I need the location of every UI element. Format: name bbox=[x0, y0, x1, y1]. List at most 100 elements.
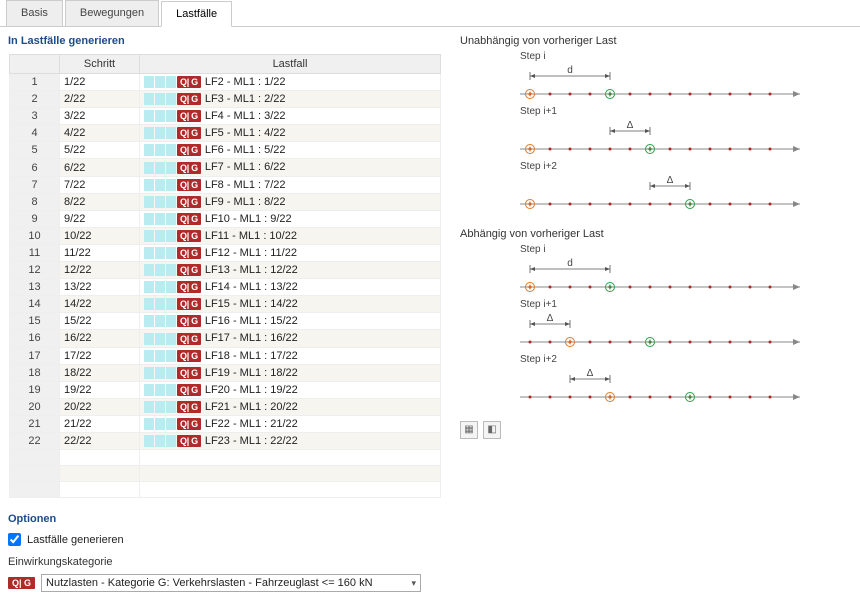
diagram-section-title: Unabhängig von vorheriger Last bbox=[460, 35, 850, 47]
svg-text:Δ: Δ bbox=[627, 120, 634, 131]
row-number: 21 bbox=[10, 415, 60, 432]
row-number: 2 bbox=[10, 91, 60, 108]
step-diagram: Δ bbox=[490, 367, 830, 409]
cell-lastfall: Q| GLF9 - ML1 : 8/22 bbox=[140, 193, 441, 210]
table-row[interactable]: 2222/22Q| GLF23 - ML1 : 22/22 bbox=[10, 432, 441, 449]
row-number: 14 bbox=[10, 296, 60, 313]
table-row[interactable]: 1818/22Q| GLF19 - ML1 : 18/22 bbox=[10, 364, 441, 381]
row-number: 19 bbox=[10, 381, 60, 398]
row-number: 20 bbox=[10, 398, 60, 415]
toolbar-icon-1[interactable]: ▦ bbox=[460, 421, 478, 439]
table-row[interactable]: 2020/22Q| GLF21 - ML1 : 20/22 bbox=[10, 398, 441, 415]
table-row[interactable]: 66/22Q| GLF7 - ML1 : 6/22 bbox=[10, 159, 441, 176]
cell-lastfall: Q| GLF13 - ML1 : 12/22 bbox=[140, 262, 441, 279]
row-number: 4 bbox=[10, 125, 60, 142]
cell-lastfall: Q| GLF14 - ML1 : 13/22 bbox=[140, 279, 441, 296]
svg-text:Δ: Δ bbox=[547, 313, 554, 324]
row-number: 10 bbox=[10, 227, 60, 244]
cell-schritt: 10/22 bbox=[60, 227, 140, 244]
generate-loadcases-checkbox[interactable] bbox=[8, 533, 21, 546]
cell-lastfall: Q| GLF3 - ML1 : 2/22 bbox=[140, 91, 441, 108]
row-number: 12 bbox=[10, 262, 60, 279]
row-number: 5 bbox=[10, 142, 60, 159]
tab-lastfaelle[interactable]: Lastfälle bbox=[161, 1, 232, 27]
table-row[interactable]: 1010/22Q| GLF11 - ML1 : 10/22 bbox=[10, 227, 441, 244]
cell-schritt: 11/22 bbox=[60, 244, 140, 261]
step-label: Step i+1 bbox=[520, 299, 850, 310]
table-row[interactable]: 1212/22Q| GLF13 - ML1 : 12/22 bbox=[10, 262, 441, 279]
table-row[interactable]: 1919/22Q| GLF20 - ML1 : 19/22 bbox=[10, 381, 441, 398]
table-row[interactable]: 1717/22Q| GLF18 - ML1 : 17/22 bbox=[10, 347, 441, 364]
cell-lastfall: Q| GLF7 - ML1 : 6/22 bbox=[140, 159, 441, 176]
row-number: 16 bbox=[10, 330, 60, 347]
cell-lastfall: Q| GLF16 - ML1 : 15/22 bbox=[140, 313, 441, 330]
cell-schritt: 15/22 bbox=[60, 313, 140, 330]
loadcase-grid[interactable]: Schritt Lastfall 11/22Q| GLF2 - ML1 : 1/… bbox=[8, 53, 442, 503]
table-row[interactable]: 2121/22Q| GLF22 - ML1 : 21/22 bbox=[10, 415, 441, 432]
table-row[interactable]: 1313/22Q| GLF14 - ML1 : 13/22 bbox=[10, 279, 441, 296]
row-number: 6 bbox=[10, 159, 60, 176]
cell-lastfall: Q| GLF15 - ML1 : 14/22 bbox=[140, 296, 441, 313]
cell-lastfall: Q| GLF10 - ML1 : 9/22 bbox=[140, 210, 441, 227]
cell-lastfall: Q| GLF12 - ML1 : 11/22 bbox=[140, 244, 441, 261]
cell-schritt: 9/22 bbox=[60, 210, 140, 227]
table-row[interactable]: 55/22Q| GLF6 - ML1 : 5/22 bbox=[10, 142, 441, 159]
cell-schritt: 1/22 bbox=[60, 74, 140, 91]
step-label: Step i bbox=[520, 244, 850, 255]
cell-schritt: 7/22 bbox=[60, 176, 140, 193]
row-number: 22 bbox=[10, 432, 60, 449]
table-row[interactable]: 44/22Q| GLF5 - ML1 : 4/22 bbox=[10, 125, 441, 142]
table-row[interactable]: 88/22Q| GLF9 - ML1 : 8/22 bbox=[10, 193, 441, 210]
cell-lastfall: Q| GLF21 - ML1 : 20/22 bbox=[140, 398, 441, 415]
row-number: 7 bbox=[10, 176, 60, 193]
table-row[interactable]: 11/22Q| GLF2 - ML1 : 1/22 bbox=[10, 74, 441, 91]
table-row[interactable]: 22/22Q| GLF3 - ML1 : 2/22 bbox=[10, 91, 441, 108]
cell-schritt: 2/22 bbox=[60, 91, 140, 108]
cell-schritt: 4/22 bbox=[60, 125, 140, 142]
table-row[interactable]: 99/22Q| GLF10 - ML1 : 9/22 bbox=[10, 210, 441, 227]
cell-schritt: 18/22 bbox=[60, 364, 140, 381]
table-row[interactable]: 77/22Q| GLF8 - ML1 : 7/22 bbox=[10, 176, 441, 193]
cell-lastfall: Q| GLF18 - ML1 : 17/22 bbox=[140, 347, 441, 364]
toolbar-icon-2[interactable]: ◧ bbox=[483, 421, 501, 439]
cell-schritt: 20/22 bbox=[60, 398, 140, 415]
col-schritt: Schritt bbox=[60, 55, 140, 74]
cell-schritt: 14/22 bbox=[60, 296, 140, 313]
tab-basis[interactable]: Basis bbox=[6, 0, 63, 26]
cell-schritt: 13/22 bbox=[60, 279, 140, 296]
step-label: Step i+2 bbox=[520, 161, 850, 172]
cell-schritt: 6/22 bbox=[60, 159, 140, 176]
cell-lastfall: Q| GLF20 - ML1 : 19/22 bbox=[140, 381, 441, 398]
options-title: Optionen bbox=[8, 513, 442, 525]
category-badge: Q| G bbox=[8, 577, 35, 589]
step-label: Step i bbox=[520, 51, 850, 62]
table-row[interactable]: 1111/22Q| GLF12 - ML1 : 11/22 bbox=[10, 244, 441, 261]
step-diagram: Δ bbox=[490, 174, 830, 216]
col-lastfall: Lastfall bbox=[140, 55, 441, 74]
cell-schritt: 17/22 bbox=[60, 347, 140, 364]
table-row[interactable]: 33/22Q| GLF4 - ML1 : 3/22 bbox=[10, 108, 441, 125]
generate-loadcases-label: Lastfälle generieren bbox=[27, 534, 124, 546]
cell-lastfall: Q| GLF22 - ML1 : 21/22 bbox=[140, 415, 441, 432]
category-label: Einwirkungskategorie bbox=[8, 556, 442, 568]
table-row[interactable]: 1515/22Q| GLF16 - ML1 : 15/22 bbox=[10, 313, 441, 330]
cell-schritt: 3/22 bbox=[60, 108, 140, 125]
table-row[interactable]: 1616/22Q| GLF17 - ML1 : 16/22 bbox=[10, 330, 441, 347]
step-diagram: d bbox=[490, 257, 830, 299]
cell-lastfall: Q| GLF4 - ML1 : 3/22 bbox=[140, 108, 441, 125]
row-number: 8 bbox=[10, 193, 60, 210]
row-number: 18 bbox=[10, 364, 60, 381]
category-select[interactable]: Nutzlasten - Kategorie G: Verkehrslasten… bbox=[41, 574, 421, 592]
cell-schritt: 16/22 bbox=[60, 330, 140, 347]
cell-schritt: 5/22 bbox=[60, 142, 140, 159]
step-diagram: Δ bbox=[490, 312, 830, 354]
tab-bewegungen[interactable]: Bewegungen bbox=[65, 0, 159, 26]
table-row[interactable]: 1414/22Q| GLF15 - ML1 : 14/22 bbox=[10, 296, 441, 313]
cell-schritt: 22/22 bbox=[60, 432, 140, 449]
cell-lastfall: Q| GLF17 - ML1 : 16/22 bbox=[140, 330, 441, 347]
cell-lastfall: Q| GLF6 - ML1 : 5/22 bbox=[140, 142, 441, 159]
step-label: Step i+1 bbox=[520, 106, 850, 117]
tab-bar: Basis Bewegungen Lastfälle bbox=[0, 0, 860, 27]
cell-lastfall: Q| GLF11 - ML1 : 10/22 bbox=[140, 227, 441, 244]
svg-text:Δ: Δ bbox=[667, 175, 674, 186]
